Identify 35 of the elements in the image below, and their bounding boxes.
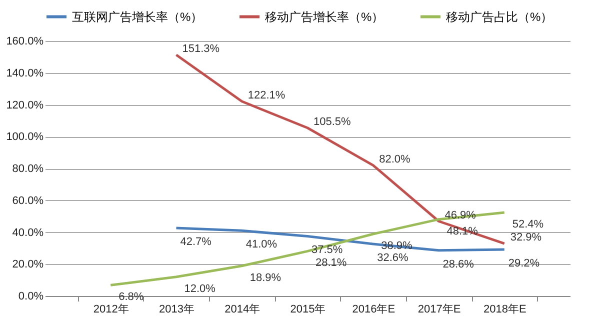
data-label: 37.5% bbox=[312, 244, 343, 256]
x-tick-label: 2012年 bbox=[93, 304, 129, 316]
y-tick-label: 80.0% bbox=[12, 163, 44, 175]
x-tick-label: 2014年 bbox=[224, 304, 260, 316]
data-label: 28.1% bbox=[316, 257, 347, 270]
legend-label: 移动广告占比（%） bbox=[446, 10, 553, 24]
y-tick-label: 160.0% bbox=[6, 36, 44, 48]
data-label: 105.5% bbox=[314, 116, 352, 128]
data-label: 122.1% bbox=[248, 89, 286, 102]
x-tick-label: 2015年 bbox=[290, 304, 326, 316]
line-series bbox=[175, 226, 506, 252]
y-tick-label: 0.0% bbox=[18, 290, 44, 302]
data-label: 29.2% bbox=[508, 257, 540, 270]
data-label: 12.0% bbox=[184, 282, 216, 295]
x-tick-label: 2016年E bbox=[352, 304, 396, 316]
y-tick-label: 140.0% bbox=[6, 67, 44, 80]
data-label: 32.9% bbox=[510, 232, 542, 244]
y-tick-label: 120.0% bbox=[6, 99, 44, 112]
data-label: 28.6% bbox=[442, 258, 474, 270]
y-tick-label: 40.0% bbox=[12, 226, 44, 239]
data-label: 18.9% bbox=[250, 272, 282, 284]
y-tick-label: 20.0% bbox=[12, 258, 44, 271]
data-label: 151.3% bbox=[182, 42, 220, 55]
data-label: 32.6% bbox=[377, 252, 409, 264]
x-tick-label: 2013年 bbox=[159, 304, 194, 316]
data-label: 41.0% bbox=[246, 238, 278, 251]
data-label: 42.7% bbox=[180, 236, 212, 248]
data-label: 82.0% bbox=[379, 153, 411, 166]
x-tick-label: 2018年E bbox=[483, 304, 526, 316]
legend-label: 移动广告增长率（%） bbox=[265, 10, 384, 24]
x-tick-label: 2017年E bbox=[418, 304, 461, 316]
data-label: 52.4% bbox=[512, 218, 544, 230]
y-tick-label: 60.0% bbox=[12, 194, 44, 207]
y-tick-label: 100.0% bbox=[6, 131, 44, 144]
legend-label: 互联网广告增长率（%） bbox=[72, 10, 203, 24]
